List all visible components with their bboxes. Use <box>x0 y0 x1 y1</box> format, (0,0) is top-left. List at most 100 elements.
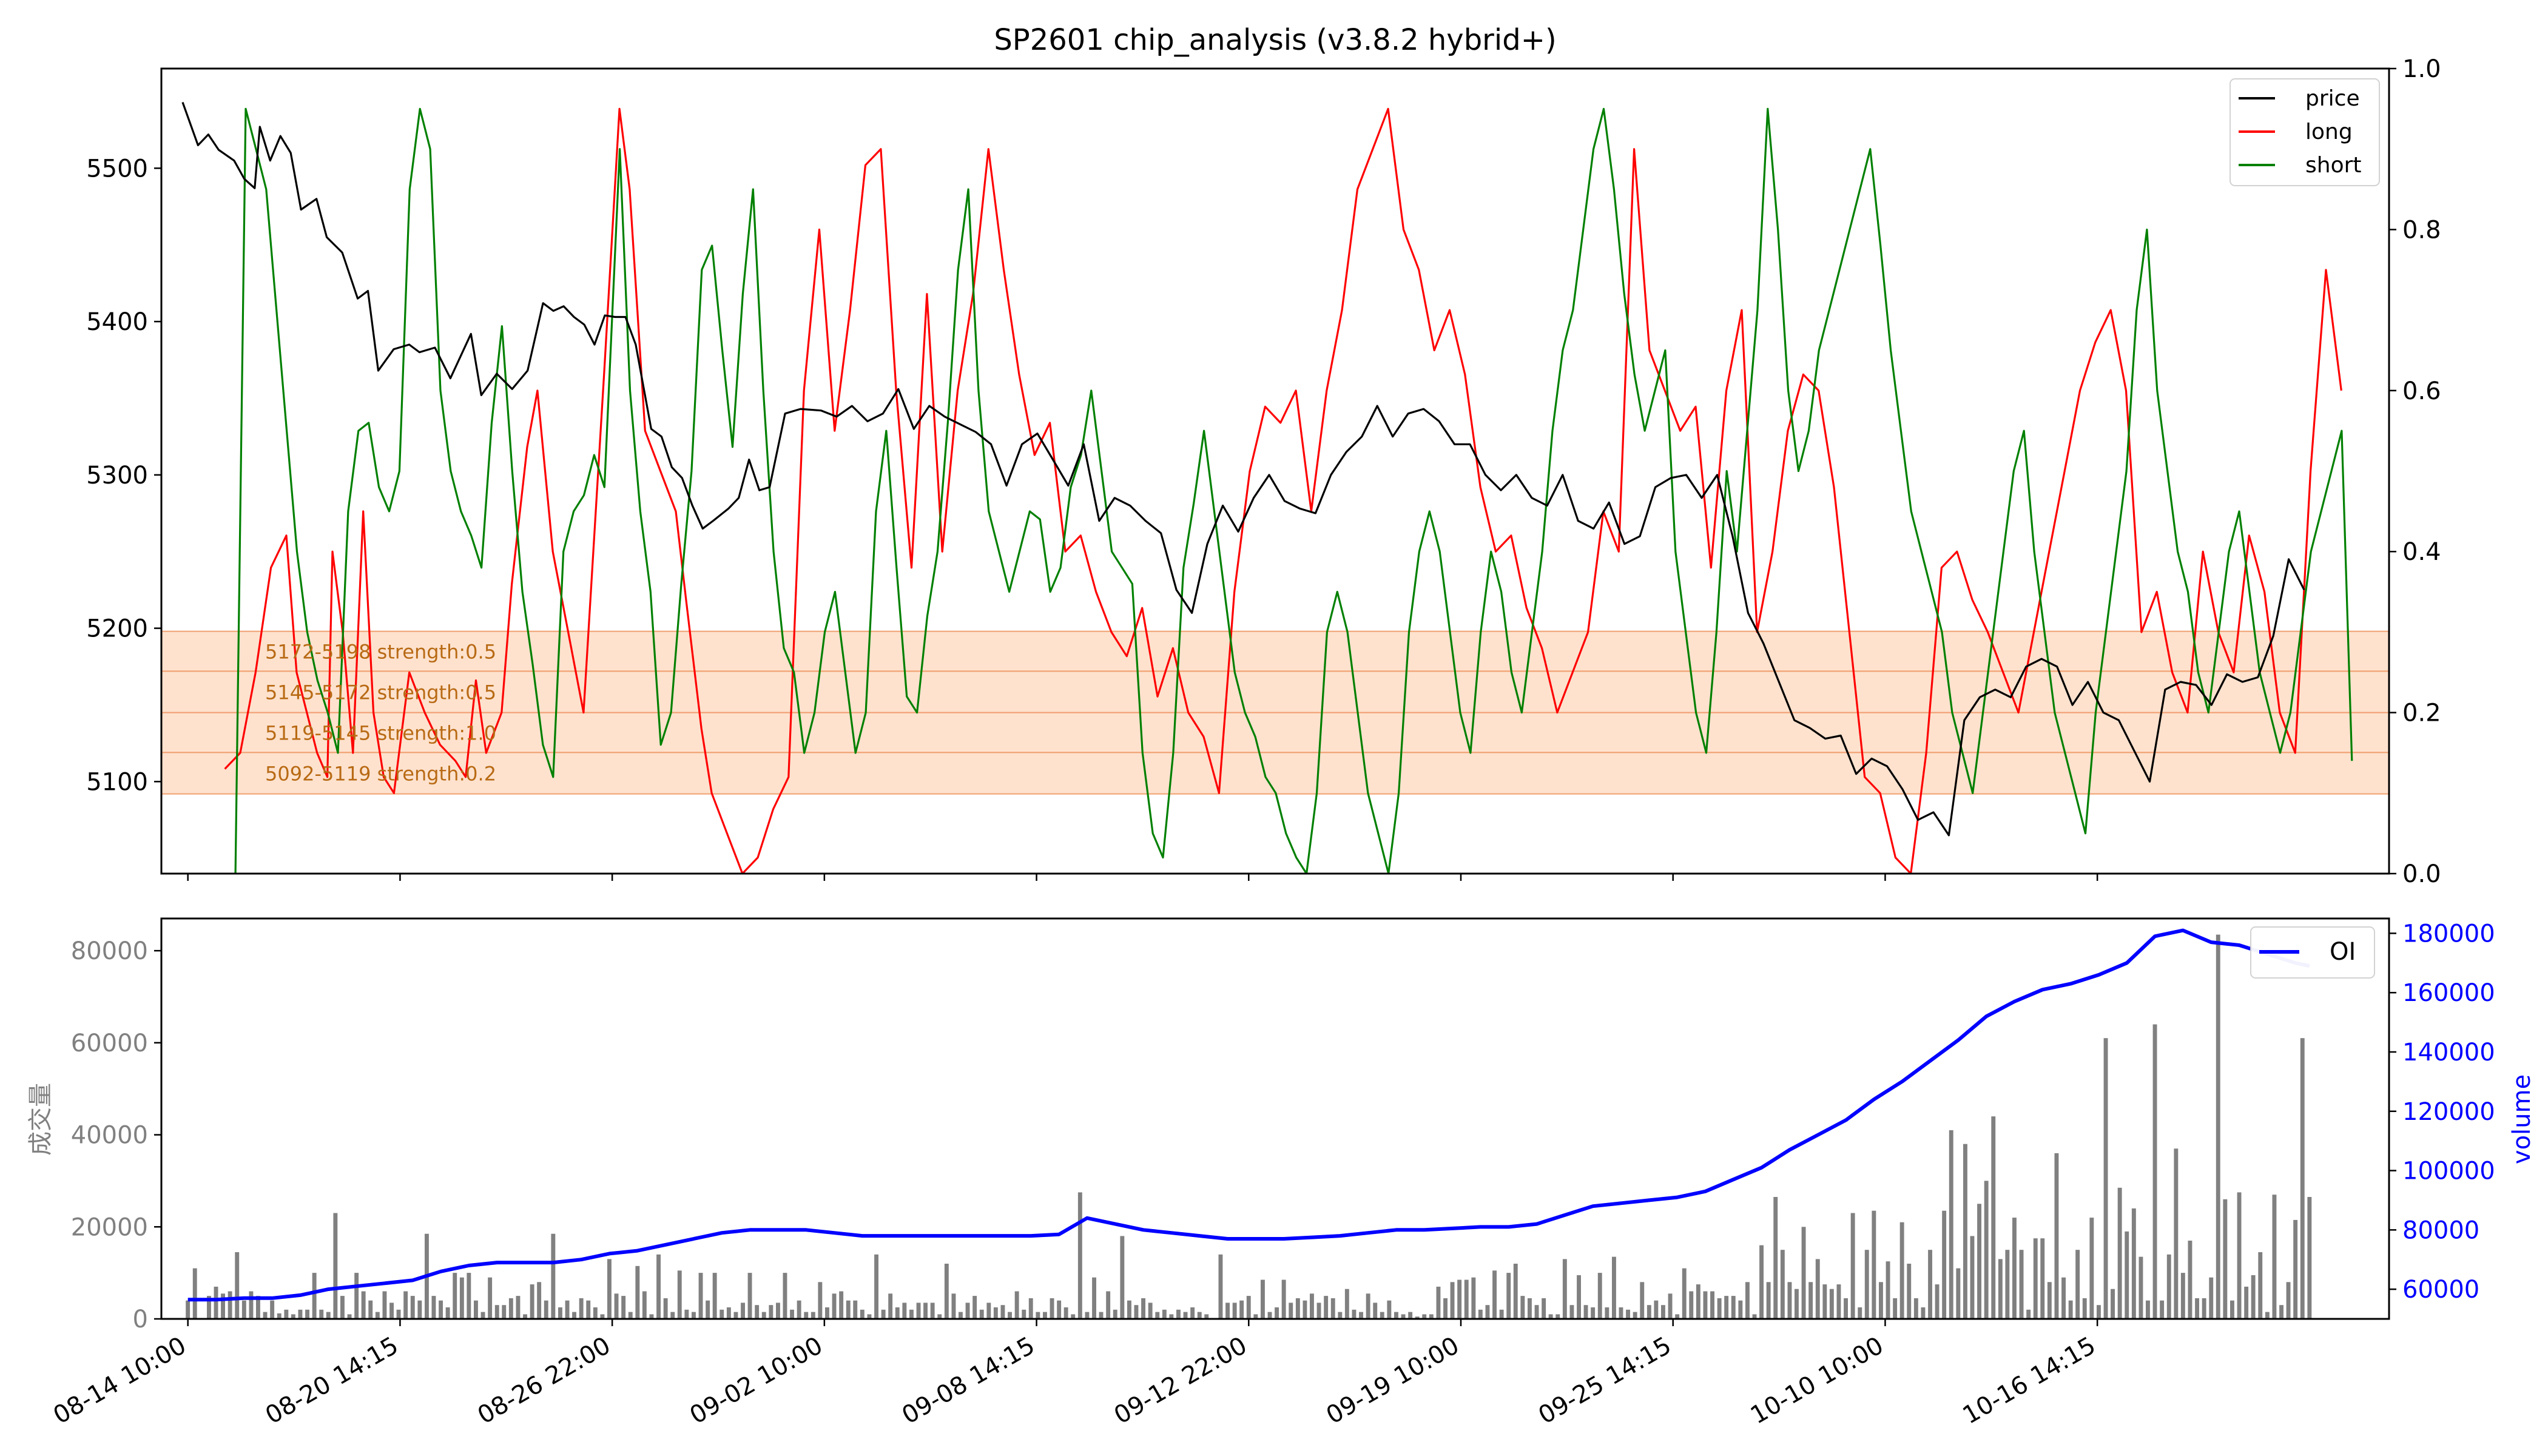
volume-bar <box>916 1303 921 1319</box>
volume-bar <box>1162 1309 1167 1319</box>
volume-bar <box>361 1291 366 1319</box>
volume-bar <box>2111 1289 2115 1319</box>
x-tick-label: 09-12 22:00 <box>1110 1332 1252 1430</box>
volume-bar <box>1942 1210 1947 1319</box>
x-tick-label: 08-20 14:15 <box>261 1332 403 1430</box>
volume-bar <box>1394 1312 1398 1319</box>
volume-bar <box>1879 1282 1883 1319</box>
volume-bar <box>368 1300 373 1319</box>
volume-bar <box>1429 1314 1434 1319</box>
volume-bar <box>453 1273 457 1319</box>
volume-bar <box>1176 1309 1181 1319</box>
volume-bar <box>2174 1148 2179 1319</box>
volume-bar <box>1689 1291 1694 1319</box>
volume-bar <box>1703 1291 1708 1319</box>
volume-bar <box>2300 1038 2305 1319</box>
volume-bar <box>2033 1238 2038 1319</box>
volume-bar <box>684 1309 689 1319</box>
volume-bar <box>790 1309 794 1319</box>
volume-bar <box>1275 1307 1279 1319</box>
volume-bar <box>270 1300 275 1319</box>
volume-bar <box>396 1309 401 1319</box>
volume-bar <box>439 1300 443 1319</box>
volume-bar <box>2131 1208 2136 1319</box>
volume-bar <box>1591 1307 1596 1319</box>
volume-bar <box>2223 1199 2228 1319</box>
volume-bar <box>1513 1264 1518 1319</box>
volume-bar <box>1872 1210 1876 1319</box>
volume-bar <box>2026 1309 2031 1319</box>
volume-bar <box>403 1291 408 1319</box>
volume-bar <box>1036 1312 1040 1319</box>
volume-bar <box>1668 1293 1673 1319</box>
volume-bar <box>1232 1303 1237 1319</box>
volume-bar <box>698 1273 703 1319</box>
volume-bar <box>305 1309 309 1319</box>
oi-legend: OI <box>2250 926 2375 979</box>
volume-bar <box>2293 1219 2298 1319</box>
oi-y-tick-label: 80000 <box>2402 1216 2479 1244</box>
price-y-tick-label: 5200 <box>86 615 148 643</box>
volume-bar <box>706 1300 710 1319</box>
volume-bar <box>2019 1250 2024 1319</box>
volume-bar <box>1120 1236 1125 1319</box>
volume-bar <box>467 1273 471 1319</box>
volume-bar <box>214 1286 218 1319</box>
volume-bar <box>1303 1300 1307 1319</box>
volume-bar <box>1646 1305 1651 1319</box>
volume-bar <box>326 1312 331 1319</box>
volume-bar <box>579 1298 584 1319</box>
zone-label: 5145-5172 strength:0.5 <box>265 681 496 704</box>
volume-bar <box>2125 1231 2129 1319</box>
volume-bar <box>986 1303 991 1319</box>
volume-bar <box>347 1314 352 1319</box>
volume-bar <box>776 1303 780 1319</box>
volume-bar <box>1654 1300 1659 1319</box>
volume-bar <box>459 1277 464 1319</box>
volume-bar <box>1204 1314 1209 1319</box>
volume-bar <box>523 1314 527 1319</box>
price-legend: price long short <box>2230 78 2380 186</box>
volume-bar <box>192 1268 197 1319</box>
volume-bar <box>755 1305 760 1319</box>
volume-bar <box>410 1296 415 1319</box>
volume-bar <box>375 1312 380 1319</box>
volume-bar <box>2195 1298 2199 1319</box>
volume-bar <box>2040 1238 2045 1319</box>
volume-bar <box>832 1293 837 1319</box>
volume-bar <box>944 1264 949 1319</box>
ratio-y-tick-label: 0.8 <box>2402 216 2441 244</box>
volume-bar <box>354 1273 359 1319</box>
volume-bar <box>2047 1282 2052 1319</box>
volume-bar <box>1316 1303 1321 1319</box>
volume-bar <box>1492 1270 1497 1319</box>
volume-bar <box>2237 1192 2242 1319</box>
volume-bar <box>1935 1284 1940 1319</box>
volume-bar <box>1626 1309 1630 1319</box>
volume-bar <box>340 1296 345 1319</box>
volume-bar <box>1457 1279 1462 1319</box>
volume-bar <box>1464 1279 1469 1319</box>
volume-bar <box>1619 1307 1623 1319</box>
x-tick-label: 09-02 10:00 <box>685 1332 827 1430</box>
price-y-tick-label: 5300 <box>86 462 148 490</box>
volume-bar <box>909 1309 914 1319</box>
volume-bar <box>1106 1291 1111 1319</box>
volume-bar <box>249 1291 254 1319</box>
ratio-y-tick-label: 0.0 <box>2402 860 2441 888</box>
volume-bar <box>1253 1314 1258 1319</box>
volume-bar <box>1731 1296 1736 1319</box>
volume-bar <box>1499 1309 1504 1319</box>
legend-long-label: long <box>2305 120 2353 144</box>
volume-bar <box>235 1252 240 1319</box>
volume-bar <box>733 1312 738 1319</box>
volume-bar <box>860 1309 864 1319</box>
volume-bar <box>1583 1305 1588 1319</box>
series-long-line <box>224 107 2342 874</box>
volume-bar <box>874 1254 878 1319</box>
volume-bar <box>951 1293 956 1319</box>
volume-bar <box>1008 1312 1012 1319</box>
x-tick-label: 10-16 14:15 <box>1958 1332 2100 1430</box>
volume-bar <box>1050 1298 1054 1319</box>
x-tick-label: 08-26 22:00 <box>473 1332 615 1430</box>
